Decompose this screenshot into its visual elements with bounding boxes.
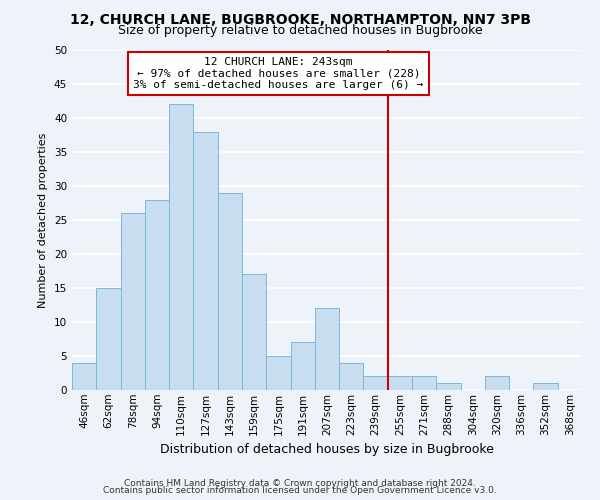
Text: Contains public sector information licensed under the Open Government Licence v3: Contains public sector information licen… [103,486,497,495]
Bar [72,363,96,390]
Text: Contains HM Land Registry data © Crown copyright and database right 2024.: Contains HM Land Registry data © Crown c… [124,478,476,488]
Bar [533,383,558,390]
X-axis label: Distribution of detached houses by size in Bugbrooke: Distribution of detached houses by size … [160,443,494,456]
Bar [485,376,509,390]
Bar [290,342,315,390]
Bar [96,288,121,390]
Text: 12, CHURCH LANE, BUGBROOKE, NORTHAMPTON, NN7 3PB: 12, CHURCH LANE, BUGBROOKE, NORTHAMPTON,… [70,12,530,26]
Text: Size of property relative to detached houses in Bugbrooke: Size of property relative to detached ho… [118,24,482,37]
Y-axis label: Number of detached properties: Number of detached properties [38,132,49,308]
Bar [145,200,169,390]
Bar [339,363,364,390]
Bar [193,132,218,390]
Bar [266,356,290,390]
Bar [315,308,339,390]
Bar [121,213,145,390]
Bar [242,274,266,390]
Bar [364,376,388,390]
Bar [169,104,193,390]
Text: 12 CHURCH LANE: 243sqm
← 97% of detached houses are smaller (228)
3% of semi-det: 12 CHURCH LANE: 243sqm ← 97% of detached… [133,57,424,90]
Bar [412,376,436,390]
Bar [388,376,412,390]
Bar [218,193,242,390]
Bar [436,383,461,390]
